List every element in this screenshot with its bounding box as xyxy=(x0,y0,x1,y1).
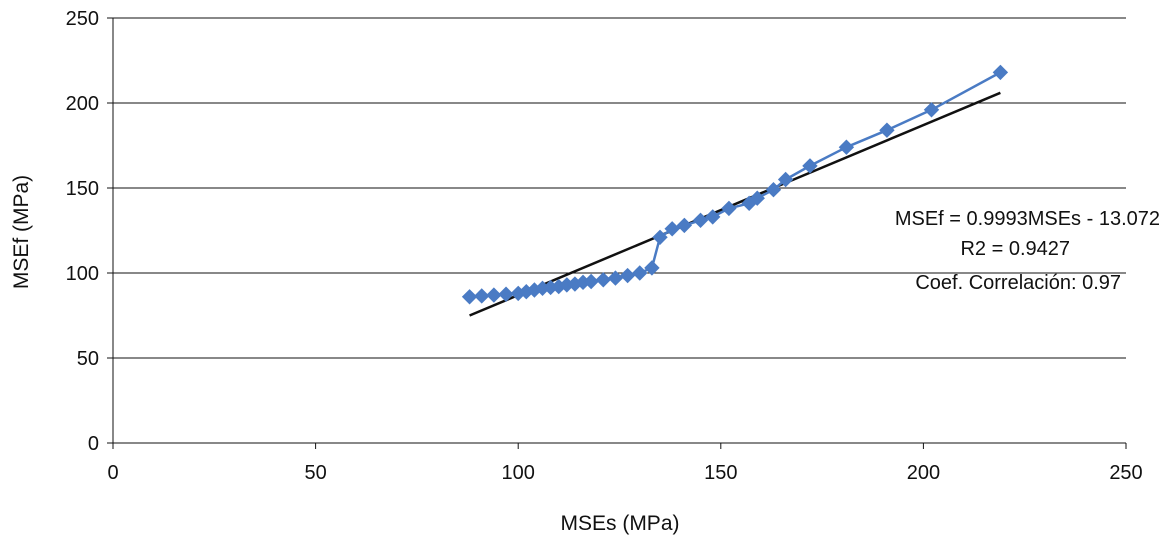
data-point-marker xyxy=(692,212,709,229)
data-point-marker xyxy=(632,265,648,281)
data-point-marker xyxy=(802,158,818,174)
data-point-marker xyxy=(777,171,794,188)
annotation-correlation: Coef. Correlación: 0.97 xyxy=(915,272,1121,294)
data-point-marker xyxy=(595,272,611,288)
y-tick-label: 50 xyxy=(77,348,99,370)
series-line xyxy=(469,71,1001,299)
x-tick-label: 0 xyxy=(107,462,118,484)
data-point-marker xyxy=(664,221,680,237)
x-tick-label: 250 xyxy=(1109,462,1142,484)
x-tick-label: 100 xyxy=(502,462,535,484)
data-point-marker xyxy=(879,122,895,138)
y-tick-label: 100 xyxy=(66,263,99,285)
data-point-marker xyxy=(765,181,782,198)
y-tick-label: 200 xyxy=(66,93,99,115)
x-tick-label: 150 xyxy=(704,462,737,484)
data-point-marker xyxy=(721,200,737,217)
x-axis: 0 50 100 150 200 250 xyxy=(107,442,1143,484)
data-point-marker xyxy=(838,139,855,155)
data-point-marker xyxy=(992,64,1009,81)
y-axis: 0 50 100 150 200 250 xyxy=(66,8,114,455)
data-point-marker xyxy=(923,102,940,118)
data-point-marker xyxy=(676,217,693,234)
x-axis-title: MSEs (MPa) xyxy=(560,512,679,535)
data-point-marker xyxy=(704,209,721,225)
gridlines xyxy=(113,17,1126,359)
series-group xyxy=(461,64,1009,305)
data-point-marker xyxy=(652,229,668,246)
data-point-marker xyxy=(749,190,765,206)
trendline xyxy=(469,91,1001,317)
data-point-marker xyxy=(498,286,514,302)
y-tick-label: 250 xyxy=(66,8,99,30)
x-tick-label: 200 xyxy=(907,462,940,484)
y-axis-title: MSEf (MPa) xyxy=(10,175,33,289)
data-point-marker xyxy=(619,267,636,284)
y-tick-label: 150 xyxy=(66,178,99,200)
annotation-r2: R2 = 0.9427 xyxy=(960,238,1070,260)
trendline-group xyxy=(469,91,1001,317)
data-point-marker xyxy=(461,289,478,305)
data-point-marker xyxy=(474,288,490,304)
data-point-marker xyxy=(644,260,660,276)
annotation-equation: MSEf = 0.9993MSEs - 13.072 xyxy=(895,208,1160,230)
y-tick-label: 0 xyxy=(88,433,99,455)
x-tick-label: 50 xyxy=(304,462,326,484)
data-point-marker xyxy=(583,273,599,290)
data-point-marker xyxy=(486,287,502,303)
